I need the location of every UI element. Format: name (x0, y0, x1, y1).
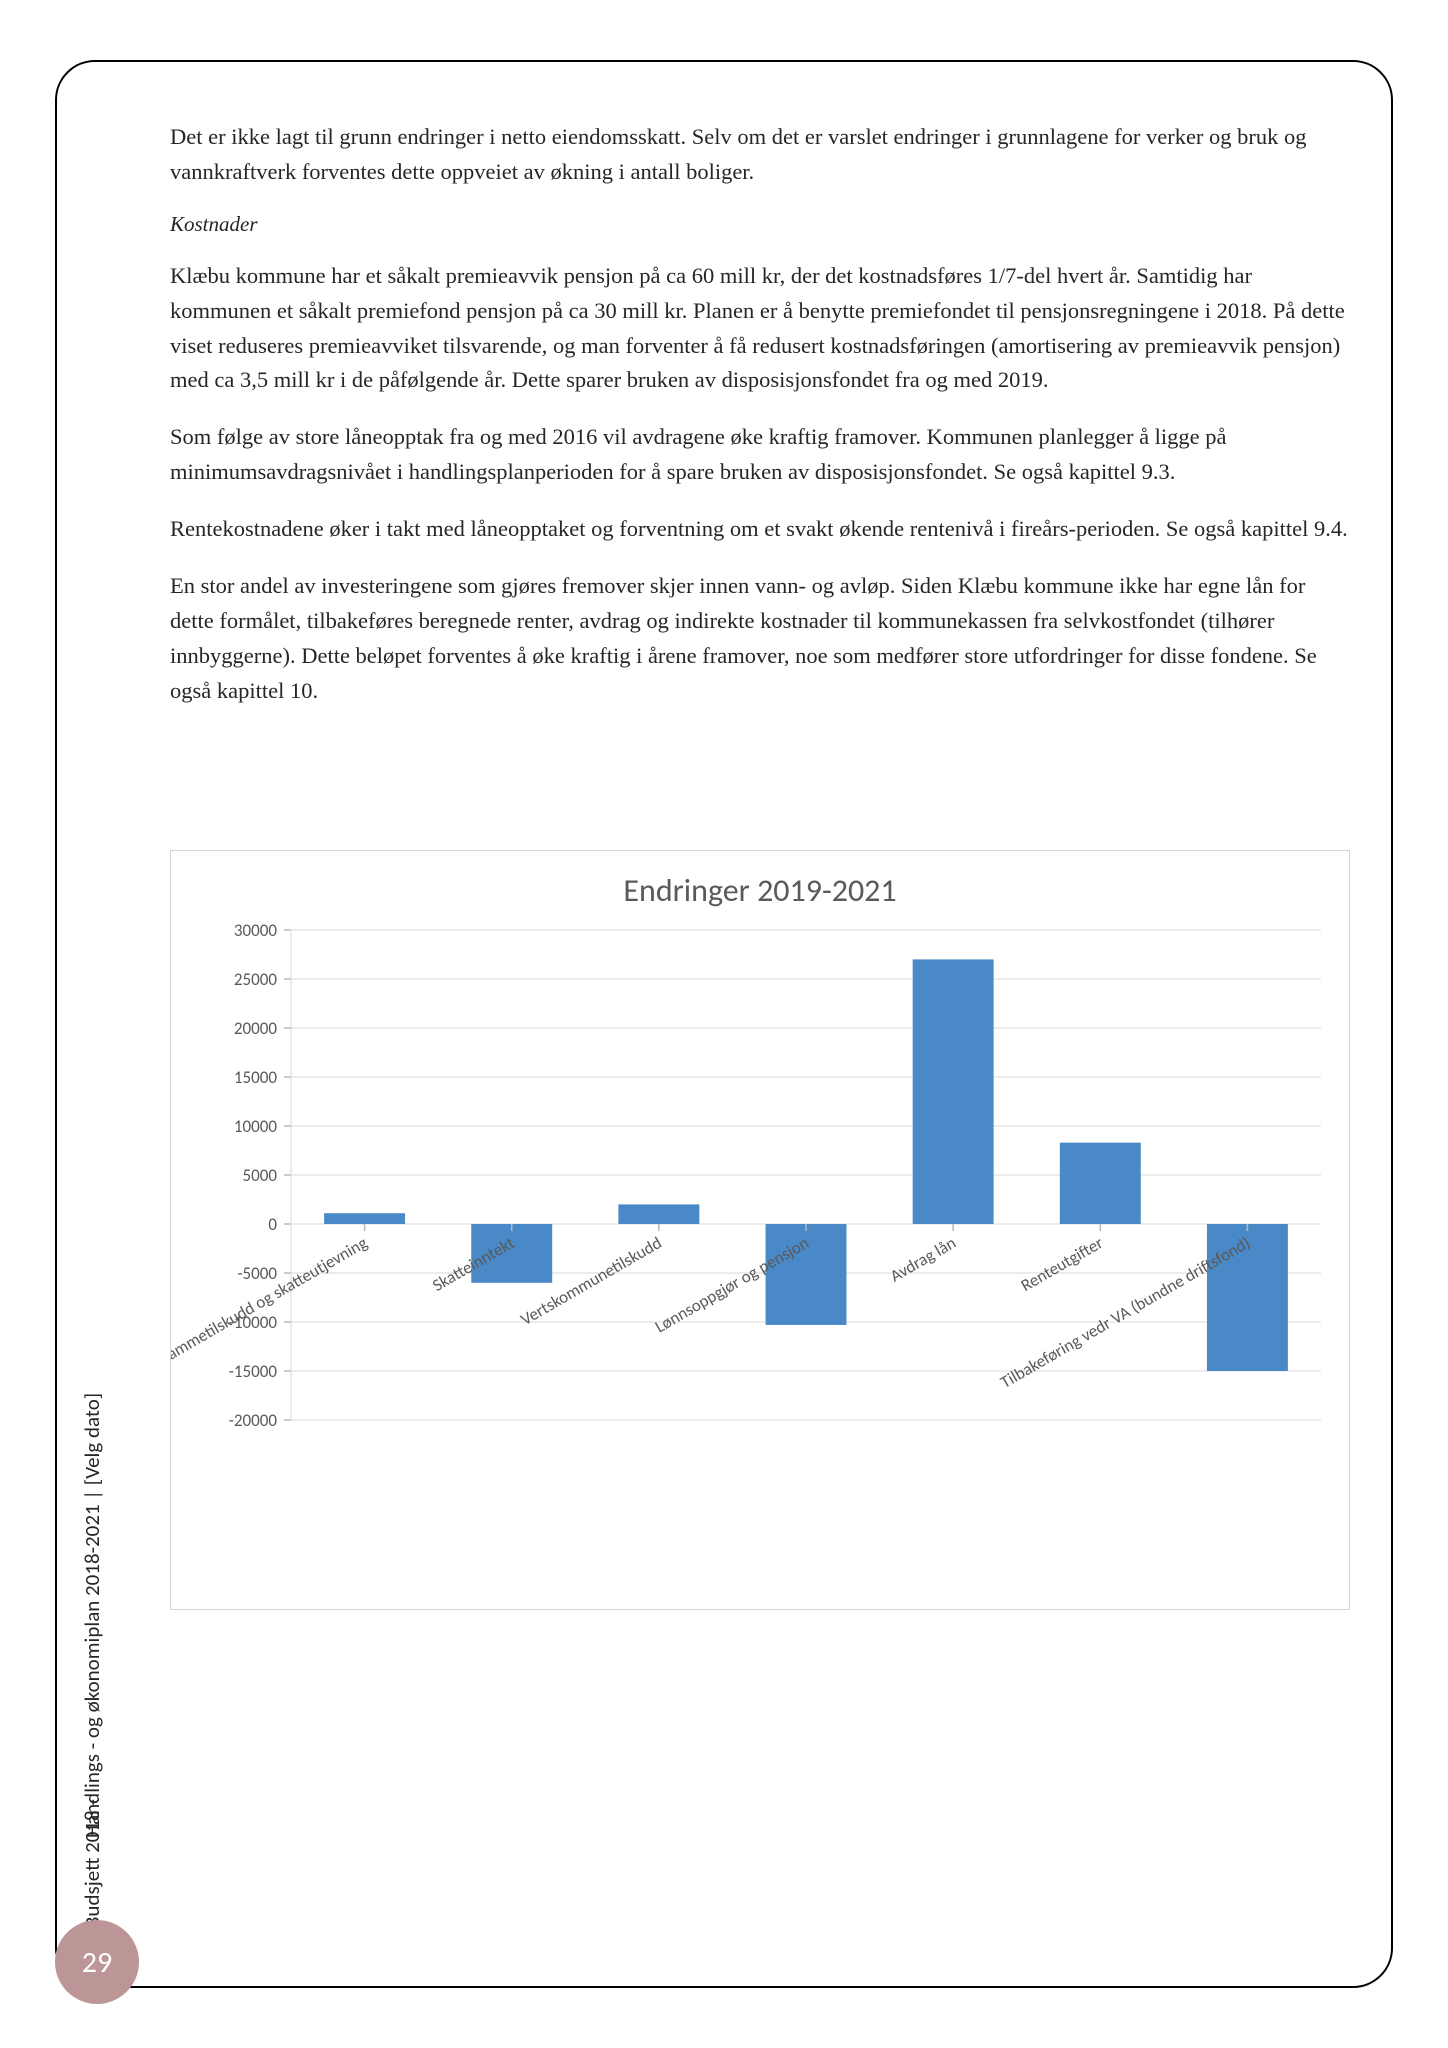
svg-text:Rammetilskudd og skatteutjevni: Rammetilskudd og skatteutjevning (171, 1232, 371, 1369)
svg-text:-20000: -20000 (229, 1410, 278, 1431)
sidebar-text-budget: Budsjett 2018 - (79, 1799, 105, 1928)
svg-text:10000: 10000 (234, 1116, 277, 1137)
page-content: Det er ikke lagt til grunn endringer i n… (170, 120, 1350, 730)
document-page: Det er ikke lagt til grunn endringer i n… (0, 0, 1448, 2048)
svg-text:-5000: -5000 (237, 1263, 277, 1284)
section-subhead: Kostnader (170, 212, 1350, 237)
paragraph: Det er ikke lagt til grunn endringer i n… (170, 120, 1350, 190)
svg-text:20000: 20000 (234, 1018, 277, 1039)
svg-text:0: 0 (268, 1214, 277, 1235)
bar-chart: -20000-15000-10000-500005000100001500020… (171, 920, 1351, 1610)
svg-text:-15000: -15000 (229, 1361, 278, 1382)
paragraph: Som følge av store låneopptak fra og med… (170, 420, 1350, 490)
chart-title: Endringer 2019-2021 (171, 851, 1349, 920)
paragraph: En stor andel av investeringene som gjør… (170, 569, 1350, 709)
svg-text:Renteutgifter: Renteutgifter (1017, 1232, 1107, 1296)
svg-text:5000: 5000 (243, 1165, 278, 1186)
svg-text:Avdrag lån: Avdrag lån (886, 1232, 959, 1286)
svg-text:15000: 15000 (234, 1067, 277, 1088)
paragraph: Rentekostnadene øker i takt med låneoppt… (170, 512, 1350, 547)
paragraph: Klæbu kommune har et såkalt premieavvik … (170, 259, 1350, 399)
svg-text:30000: 30000 (234, 920, 277, 941)
page-number-badge: 29 (55, 1920, 139, 2004)
svg-text:25000: 25000 (234, 969, 277, 990)
sidebar-text-plan: Handlings - og økonomiplan 2018-2021 | [… (79, 1393, 105, 1838)
page-number: 29 (82, 1944, 112, 1981)
chart-container: Endringer 2019-2021 -20000-15000-10000-5… (170, 850, 1350, 1610)
